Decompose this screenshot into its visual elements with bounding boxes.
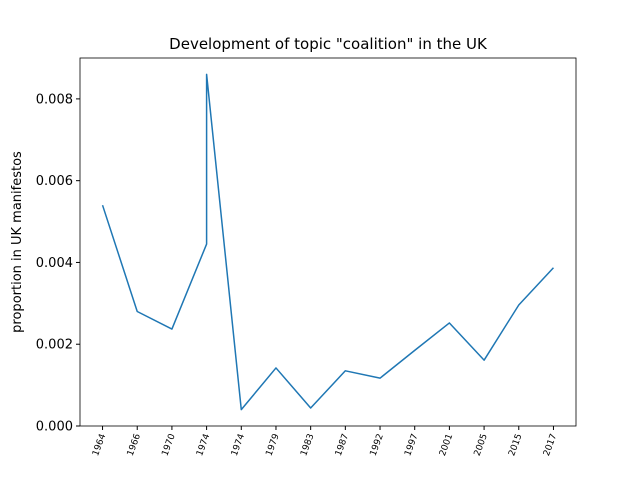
y-tick-label: 0.006	[36, 174, 73, 189]
data-line	[101, 73, 555, 411]
y-tick-label: 0.004	[36, 256, 73, 271]
y-tick-label: 0.008	[36, 92, 73, 107]
plot-frame	[79, 57, 577, 427]
y-axis-label: proportion in UK manifestos	[10, 151, 25, 333]
y-tick-label: 0.002	[36, 338, 73, 353]
y-tick-label: 0.000	[36, 420, 73, 435]
chart-title: Development of topic "coalition" in the …	[169, 35, 488, 53]
